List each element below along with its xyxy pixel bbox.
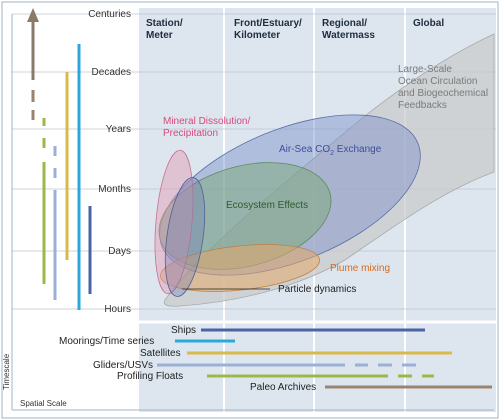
label-ships: Ships xyxy=(171,325,196,336)
label-moorings: Moorings/Time series xyxy=(59,336,154,347)
timescale-years: Years xyxy=(106,124,131,135)
timescale-days: Days xyxy=(108,246,131,257)
column-front-line1: Front/Estuary/ xyxy=(234,18,302,29)
label-plume-mixing: Plume mixing xyxy=(330,263,390,274)
label-large-scale-line4: Feedbacks xyxy=(398,100,447,111)
sensor-bars xyxy=(157,328,492,389)
column-front-line2: Kilometer xyxy=(234,30,280,41)
label-large-scale-line2: Ocean Circulation xyxy=(398,76,477,87)
label-floats: Profiling Floats xyxy=(117,371,183,382)
column-station-line2: Meter xyxy=(146,30,173,41)
label-gliders: Gliders/USVs xyxy=(93,360,153,371)
timescale-hours: Hours xyxy=(104,304,131,315)
label-large-scale-line3: and Biogeochemical xyxy=(398,88,488,99)
timescale-arrowhead-icon xyxy=(27,8,39,22)
label-satellites: Satellites xyxy=(140,348,181,359)
label-particle-dynamics: Particle dynamics xyxy=(278,284,356,295)
label-air-sea-co2: Air-Sea CO2 Exchange xyxy=(279,144,382,157)
region-plume-mixing xyxy=(160,244,320,292)
region-particle-dynamics xyxy=(164,177,206,297)
axis-label-timescale: Timescale xyxy=(2,353,11,390)
label-paleo: Paleo Archives xyxy=(250,382,316,393)
label-large-scale-line1: Large-Scale xyxy=(398,64,452,75)
region-mineral-dissolution xyxy=(154,149,194,295)
timescale-centuries: Centuries xyxy=(88,9,131,20)
column-regional-line2: Watermass xyxy=(322,30,375,41)
column-global: Global xyxy=(413,18,444,29)
label-mineral-line1: Mineral Dissolution/ xyxy=(163,116,250,127)
timescale-bars xyxy=(31,44,92,310)
timescale-decades: Decades xyxy=(92,67,131,78)
label-mineral-line2: Precipitation xyxy=(163,128,218,139)
label-ecosystem-effects: Ecosystem Effects xyxy=(226,200,308,211)
column-station-line1: Station/ xyxy=(146,18,183,29)
axis-label-spatial-scale: Spatial Scale xyxy=(20,399,67,408)
column-regional-line1: Regional/ xyxy=(322,18,367,29)
timescale-months: Months xyxy=(98,184,131,195)
